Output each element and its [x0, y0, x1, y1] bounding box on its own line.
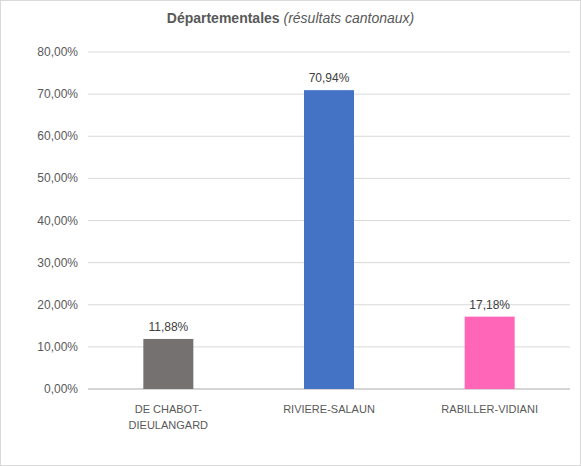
- x-tick-label-line: RIVIERE-SALAUN: [283, 403, 375, 415]
- title-sub: (résultats cantonaux): [280, 10, 415, 26]
- title-main: Départementales: [167, 10, 280, 26]
- x-tick-label: RIVIERE-SALAUN: [283, 403, 375, 415]
- bars: [143, 90, 514, 389]
- title: Départementales (résultats cantonaux): [167, 10, 414, 26]
- data-label: 17,18%: [469, 298, 510, 312]
- bar: [465, 317, 515, 389]
- chart: Départementales (résultats cantonaux) 0,0…: [0, 0, 581, 466]
- y-tick-label: 40,00%: [37, 214, 78, 228]
- bar: [304, 90, 354, 389]
- x-tick-label-line: DIEULANGARD: [129, 419, 209, 431]
- y-tick-label: 10,00%: [37, 340, 78, 354]
- y-tick-label: 50,00%: [37, 171, 78, 185]
- y-tick-label: 0,00%: [44, 382, 78, 396]
- y-tick-label: 60,00%: [37, 129, 78, 143]
- chart-border: [1, 1, 581, 466]
- data-label: 70,94%: [309, 71, 350, 85]
- y-tick-label: 30,00%: [37, 256, 78, 270]
- x-tick-label: DE CHABOT- DIEULANGARD: [129, 403, 209, 431]
- data-label: 11,88%: [148, 320, 188, 334]
- grid-line: [88, 52, 570, 53]
- x-tick-label: RABILLER-VIDIANI: [441, 403, 538, 415]
- x-tick-label-line: DE CHABOT-: [135, 403, 203, 415]
- y-tick-label: 20,00%: [37, 298, 78, 312]
- y-tick-label: 80,00%: [37, 45, 78, 59]
- y-tick-label: 70,00%: [37, 87, 78, 101]
- x-tick-label-line: RABILLER-VIDIANI: [441, 403, 538, 415]
- bar: [143, 339, 193, 389]
